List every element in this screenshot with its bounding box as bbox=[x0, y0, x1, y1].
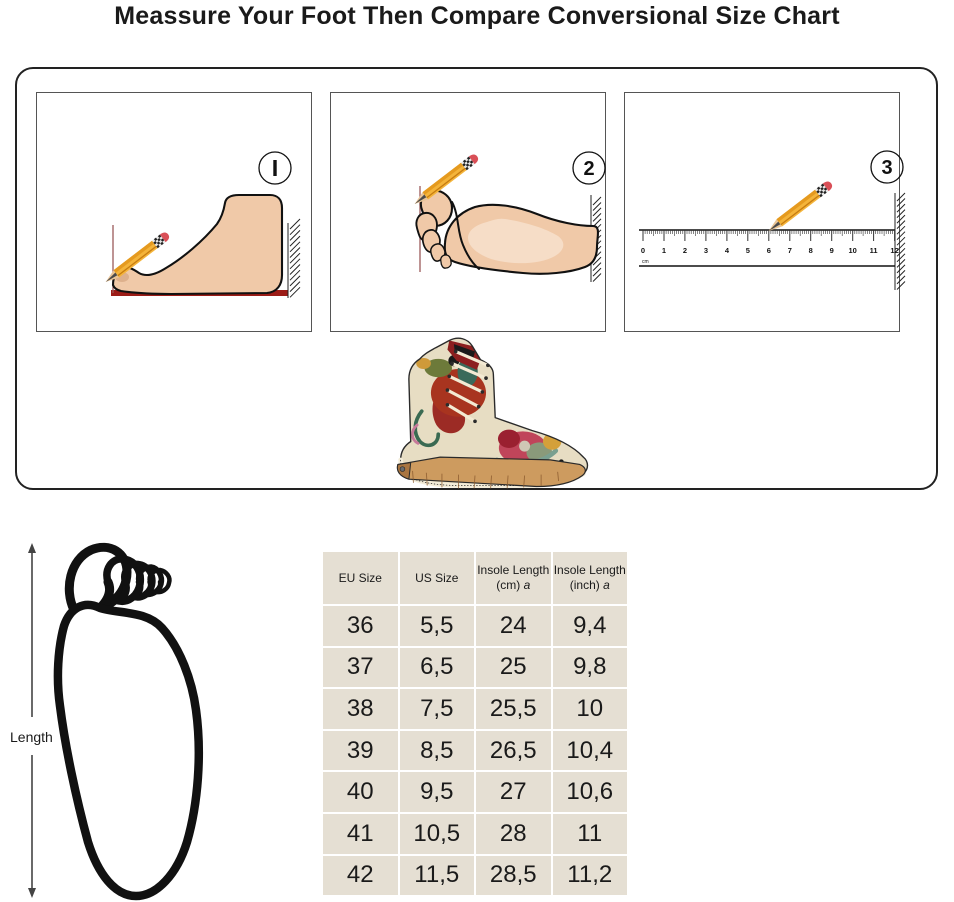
svg-text:Length: Length bbox=[10, 729, 53, 745]
svg-text:4: 4 bbox=[725, 246, 730, 255]
svg-text:2: 2 bbox=[583, 158, 594, 180]
svg-text:0: 0 bbox=[641, 246, 645, 255]
svg-text:5: 5 bbox=[746, 246, 750, 255]
svg-text:3: 3 bbox=[881, 157, 892, 179]
svg-text:12: 12 bbox=[890, 246, 898, 255]
svg-text:6: 6 bbox=[767, 246, 771, 255]
svg-text:11: 11 bbox=[870, 246, 878, 255]
svg-text:1: 1 bbox=[662, 246, 666, 255]
svg-text:3: 3 bbox=[704, 246, 708, 255]
svg-text:9: 9 bbox=[830, 246, 834, 255]
svg-text:2: 2 bbox=[683, 246, 687, 255]
svg-text:cm: cm bbox=[642, 259, 649, 265]
svg-text:7: 7 bbox=[788, 246, 792, 255]
svg-text:10: 10 bbox=[849, 246, 857, 255]
svg-text:8: 8 bbox=[809, 246, 813, 255]
